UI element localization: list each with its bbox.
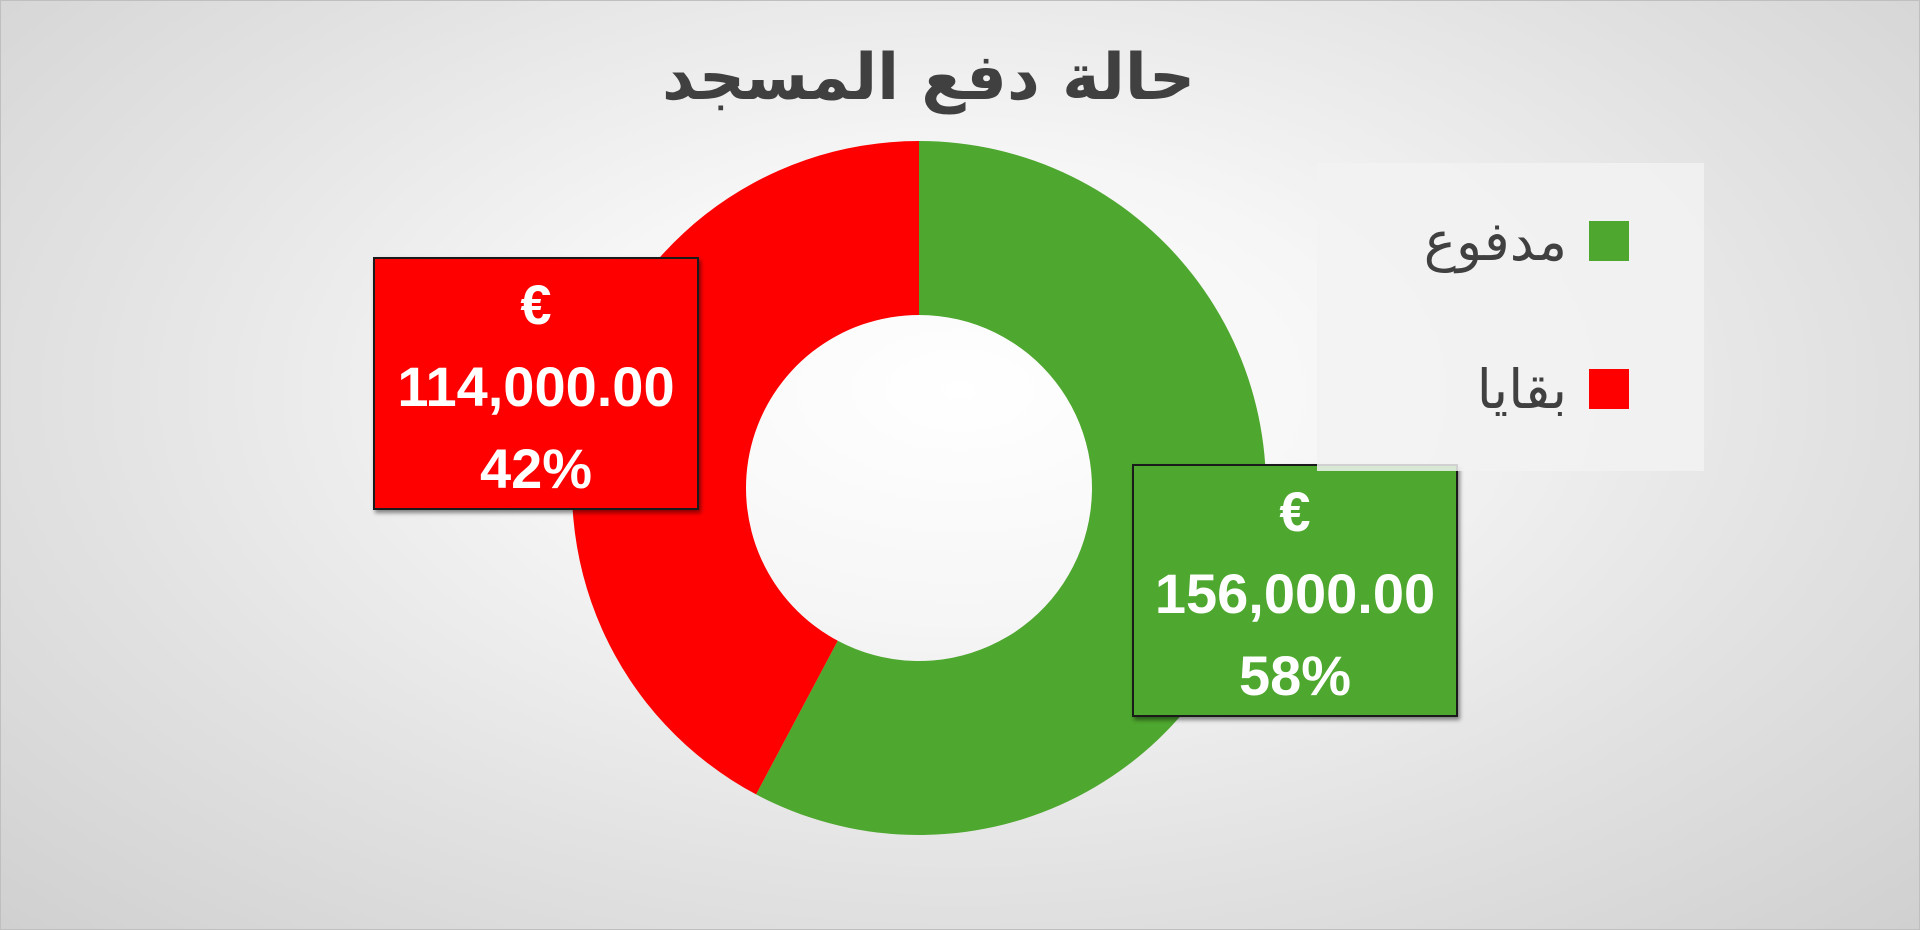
data-label-value: 156,000.00 — [1154, 562, 1436, 625]
legend-item-paid: مدفوع — [1424, 201, 1629, 281]
legend-label: مدفوع — [1423, 209, 1567, 273]
currency-symbol: € — [520, 273, 552, 336]
legend-label: بقايا — [1476, 357, 1567, 421]
data-label-value: 114,000.00 — [397, 355, 675, 418]
legend-swatch — [1589, 369, 1629, 409]
data-label-remaining: € 114,000.00 42% — [373, 257, 699, 510]
data-label-percent: 58% — [1238, 644, 1352, 707]
legend-item-remaining: بقايا — [1477, 349, 1629, 429]
data-label-paid: € 156,000.00 58% — [1132, 464, 1458, 717]
currency-symbol: € — [1279, 480, 1311, 543]
data-label-percent: 42% — [479, 437, 593, 500]
chart-legend: مدفوع بقايا — [1317, 163, 1704, 471]
legend-swatch — [1589, 221, 1629, 261]
chart-title: حالة دفع المسجد — [661, 41, 1196, 115]
